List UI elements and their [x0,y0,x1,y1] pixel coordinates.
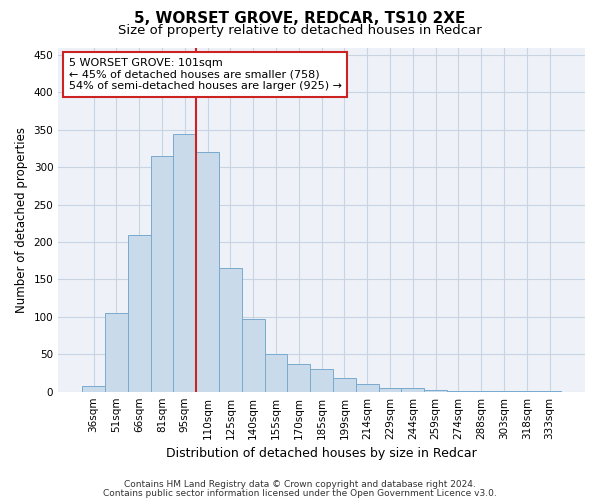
Bar [333,378,356,392]
Bar [265,354,287,392]
Text: Contains public sector information licensed under the Open Government Licence v3: Contains public sector information licen… [103,488,497,498]
Bar [401,388,424,392]
Bar [105,313,128,392]
Bar [151,156,173,392]
X-axis label: Distribution of detached houses by size in Redcar: Distribution of detached houses by size … [166,447,477,460]
Text: Size of property relative to detached houses in Redcar: Size of property relative to detached ho… [118,24,482,37]
Y-axis label: Number of detached properties: Number of detached properties [15,126,28,312]
Bar [493,391,515,392]
Text: 5, WORSET GROVE, REDCAR, TS10 2XE: 5, WORSET GROVE, REDCAR, TS10 2XE [134,11,466,26]
Bar [356,384,379,392]
Text: Contains HM Land Registry data © Crown copyright and database right 2024.: Contains HM Land Registry data © Crown c… [124,480,476,489]
Bar [515,391,538,392]
Bar [242,319,265,392]
Bar [379,388,401,392]
Bar [424,390,447,392]
Bar [287,364,310,392]
Bar [82,386,105,392]
Bar [219,268,242,392]
Bar [173,134,196,392]
Text: 5 WORSET GROVE: 101sqm
← 45% of detached houses are smaller (758)
54% of semi-de: 5 WORSET GROVE: 101sqm ← 45% of detached… [69,58,342,91]
Bar [310,369,333,392]
Bar [447,391,470,392]
Bar [538,391,561,392]
Bar [470,391,493,392]
Bar [128,234,151,392]
Bar [196,152,219,392]
